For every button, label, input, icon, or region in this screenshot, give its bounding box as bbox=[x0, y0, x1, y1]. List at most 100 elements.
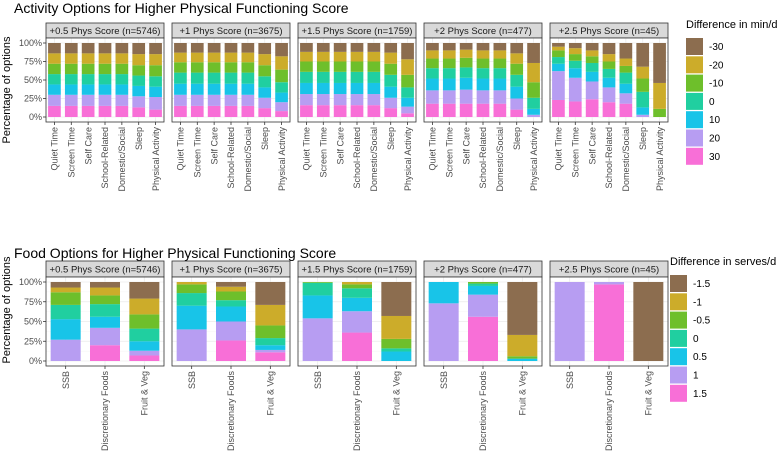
activity-x-tick-label: School-Related bbox=[478, 127, 488, 189]
activity-bar-segment bbox=[476, 68, 490, 79]
food-bar-segment bbox=[176, 282, 207, 285]
activity-x-tick-label: Physical Activity bbox=[529, 127, 539, 192]
activity-bar-segment bbox=[442, 58, 456, 69]
activity-x-tick-label: Sleep bbox=[386, 127, 396, 150]
activity-bar-segment bbox=[115, 105, 129, 117]
activity-bar-segment bbox=[426, 68, 439, 79]
activity-bar-segment bbox=[258, 43, 272, 55]
activity-bar-segment bbox=[275, 56, 288, 70]
food-x-tick-label: SSB bbox=[187, 371, 197, 389]
activity-bar-segment bbox=[442, 90, 456, 104]
food-bar-segment bbox=[468, 285, 498, 295]
food-facet-label: +2.5 Phys Score (n=45) bbox=[559, 265, 659, 276]
food-bar-segment bbox=[594, 282, 624, 285]
activity-bar-segment bbox=[527, 114, 540, 117]
food-bar-segment bbox=[176, 329, 207, 361]
activity-bar-segment bbox=[98, 94, 112, 106]
food-bar-segment bbox=[50, 339, 81, 361]
activity-bar-segment bbox=[552, 71, 565, 100]
activity-bar-segment bbox=[316, 71, 330, 83]
food-bar-segment bbox=[342, 297, 372, 312]
food-bar-segment bbox=[554, 282, 585, 361]
food-bar-segment bbox=[428, 282, 459, 304]
activity-bar-segment bbox=[476, 50, 490, 59]
activity-bar-segment bbox=[174, 52, 187, 63]
activity-x-tick-label: Self Care bbox=[83, 127, 93, 165]
activity-bar-segment bbox=[568, 48, 582, 55]
food-bar-segment bbox=[90, 295, 120, 305]
activity-bar-segment bbox=[476, 90, 490, 104]
food-legend-label: -1 bbox=[693, 297, 702, 308]
activity-bar-segment bbox=[241, 52, 255, 63]
activity-bar-segment bbox=[459, 89, 473, 104]
food-bar-segment bbox=[468, 283, 498, 286]
activity-bar-segment bbox=[81, 105, 95, 117]
food-bar-segment bbox=[216, 282, 246, 287]
food-bar-segment bbox=[90, 287, 120, 296]
activity-bar-segment bbox=[442, 50, 456, 59]
activity-bar-segment bbox=[552, 57, 565, 64]
activity-bar-segment bbox=[585, 99, 599, 117]
activity-facet-label: +0.5 Phys Score (n=5746) bbox=[50, 26, 161, 37]
activity-x-tick-label: Sleep bbox=[134, 127, 144, 150]
activity-bar-segment bbox=[224, 83, 238, 95]
activity-bar-segment bbox=[64, 84, 78, 95]
activity-bar-segment bbox=[48, 53, 61, 64]
activity-bar-segment bbox=[190, 62, 204, 73]
activity-legend-label: -10 bbox=[709, 79, 724, 90]
activity-y-tick-label: 50% bbox=[24, 75, 42, 85]
activity-bar-segment bbox=[224, 94, 238, 106]
food-bar-segment bbox=[302, 282, 333, 296]
activity-bar-segment bbox=[98, 63, 112, 75]
food-x-tick-label: Fruit & Veg bbox=[644, 371, 654, 416]
activity-bar-segment bbox=[602, 102, 616, 117]
food-x-tick-label: SSB bbox=[565, 371, 575, 389]
activity-bar-segment bbox=[367, 94, 381, 106]
food-panel: +2 Phys Score (n=477) SSB Discretionary Fo… bbox=[423, 260, 543, 451]
activity-bar-segment bbox=[619, 83, 633, 94]
activity-bar-segment bbox=[300, 82, 313, 95]
activity-x-tick-label: Self Care bbox=[461, 127, 471, 165]
activity-bar-segment bbox=[316, 43, 330, 52]
activity-bar-segment bbox=[602, 54, 616, 62]
activity-bar-segment bbox=[207, 105, 221, 117]
activity-bar-segment bbox=[476, 43, 490, 51]
activity-bar-segment bbox=[636, 107, 650, 115]
activity-bar-segment bbox=[300, 105, 313, 117]
activity-bar-segment bbox=[350, 94, 364, 106]
activity-bar-segment bbox=[510, 109, 524, 117]
activity-bar-segment bbox=[493, 58, 507, 69]
activity-bar-segment bbox=[476, 103, 490, 117]
activity-bar-segment bbox=[510, 86, 524, 99]
food-bar-segment bbox=[302, 295, 333, 319]
food-legend-key bbox=[670, 348, 687, 366]
activity-bar-segment bbox=[275, 111, 288, 117]
activity-bar-segment bbox=[350, 43, 364, 52]
activity-bar-segment bbox=[48, 84, 61, 95]
activity-bar-segment bbox=[207, 52, 221, 63]
food-bar-segment bbox=[255, 349, 286, 353]
activity-bar-segment bbox=[149, 109, 162, 117]
activity-bar-segment bbox=[98, 74, 112, 85]
food-bar-segment bbox=[129, 314, 160, 329]
activity-bar-segment bbox=[602, 87, 616, 103]
activity-bar-segment bbox=[493, 78, 507, 91]
activity-bar-segment bbox=[333, 105, 347, 117]
food-y-axis-title: Percentage of options bbox=[1, 256, 13, 364]
activity-bar-segment bbox=[224, 43, 238, 53]
activity-bar-segment bbox=[459, 57, 473, 68]
food-bar-segment bbox=[381, 282, 412, 316]
activity-x-tick-label: Sleep bbox=[512, 127, 522, 150]
activity-bar-segment bbox=[367, 61, 381, 72]
activity-x-tick-label: Physical Activity bbox=[403, 127, 413, 192]
activity-legend-key bbox=[686, 147, 703, 165]
activity-panel: +1 Phys Score (n=3675) Quiet Time Screen T… bbox=[171, 22, 291, 192]
food-bar-segment bbox=[216, 291, 246, 301]
activity-bar-segment bbox=[527, 108, 540, 115]
food-bar-segment bbox=[129, 350, 160, 356]
food-bar-segment bbox=[176, 293, 207, 306]
activity-x-tick-label: Physical Activity bbox=[151, 127, 161, 192]
activity-bar-segment bbox=[275, 92, 288, 103]
food-facet-label: +1 Phys Score (n=3675) bbox=[180, 265, 283, 276]
activity-bar-segment bbox=[527, 82, 540, 98]
